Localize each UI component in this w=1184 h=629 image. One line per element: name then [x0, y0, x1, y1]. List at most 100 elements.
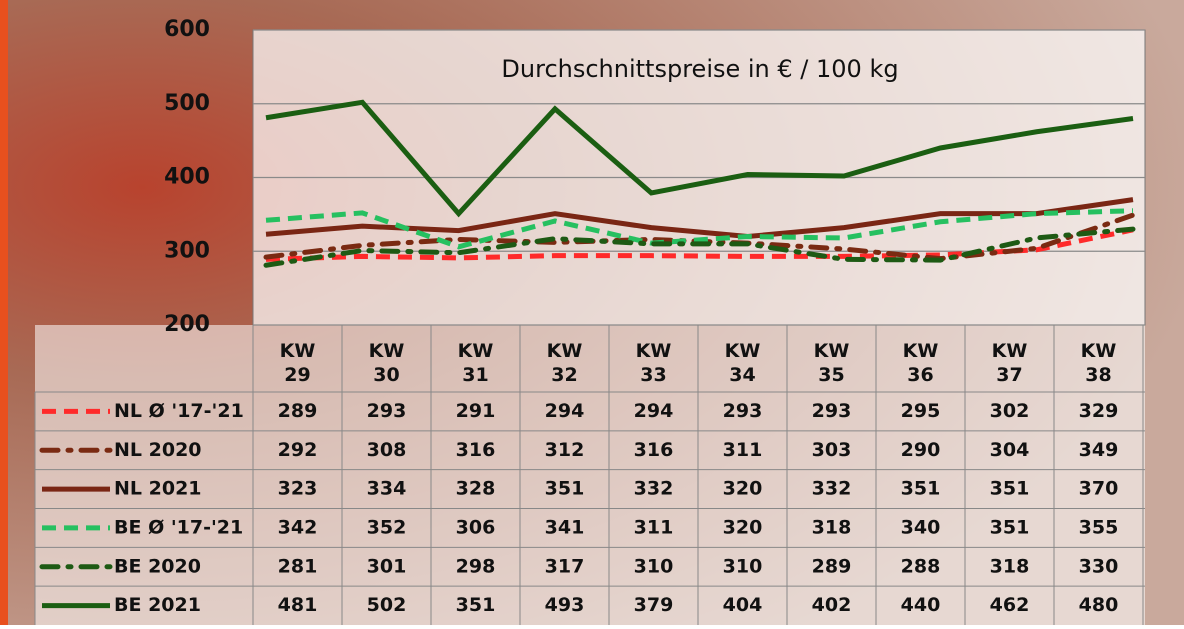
series-line	[265, 227, 1134, 262]
x-tick-label-line: KW	[725, 340, 761, 362]
table-value: 352	[367, 516, 407, 538]
table-value: 302	[990, 400, 1030, 422]
table-value: 351	[901, 478, 941, 500]
x-tick-label-line: 29	[284, 364, 310, 386]
table-value: 341	[545, 516, 585, 538]
table-value: 402	[812, 594, 852, 616]
table-value: 318	[812, 516, 852, 538]
x-tick-label: KW 37	[992, 340, 1028, 386]
series-line	[265, 208, 1134, 250]
table-value: 288	[901, 555, 941, 577]
y-tick-label: 200	[164, 312, 210, 337]
x-tick-label-line: 38	[1085, 364, 1111, 386]
border-strip	[0, 0, 8, 625]
table-value: 440	[901, 594, 941, 616]
table-area	[35, 325, 1145, 625]
table-value: 351	[545, 478, 585, 500]
table-value: 481	[278, 594, 318, 616]
table-value: 311	[723, 439, 763, 461]
table-value: 301	[367, 555, 407, 577]
table-value: 294	[634, 400, 674, 422]
legend-label: BE 2020	[114, 555, 201, 577]
table-value: 404	[723, 594, 763, 616]
x-tick-label: KW 33	[636, 340, 672, 386]
series-line	[263, 226, 1136, 268]
series-line	[265, 197, 1134, 240]
table-value: 310	[634, 555, 674, 577]
table-value: 312	[545, 439, 585, 461]
x-tick-label: KW 30	[369, 340, 405, 386]
table-value: 293	[367, 400, 407, 422]
x-tick-label-line: KW	[369, 340, 405, 362]
x-tick-label-line: 37	[996, 364, 1022, 386]
x-tick-label-line: 32	[551, 364, 577, 386]
x-tick-label: KW 35	[814, 340, 850, 386]
table-value: 291	[456, 400, 496, 422]
table-value: 370	[1079, 478, 1119, 500]
table-value: 306	[456, 516, 496, 538]
legend-label: NL 2020	[114, 439, 202, 461]
table-value: 332	[812, 478, 852, 500]
x-tick-label-line: KW	[547, 340, 583, 362]
legend-label: BE 2021	[114, 594, 201, 616]
chart-title: Durchschnittspreise in € / 100 kg	[501, 55, 898, 83]
table-value: 281	[278, 555, 318, 577]
table-value: 480	[1079, 594, 1119, 616]
table-value: 290	[901, 439, 941, 461]
table-value: 340	[901, 516, 941, 538]
legend-label: NL Ø '17-'21	[114, 400, 244, 422]
x-tick-label: KW 31	[458, 340, 494, 386]
x-tick-label-line: KW	[992, 340, 1028, 362]
x-tick-label-line: KW	[636, 340, 672, 362]
table-value: 328	[456, 478, 496, 500]
x-tick-label-line: 36	[907, 364, 933, 386]
table-value: 502	[367, 594, 407, 616]
table-value: 318	[990, 555, 1030, 577]
table-value: 292	[278, 439, 318, 461]
table-value: 332	[634, 478, 674, 500]
table-value: 323	[278, 478, 318, 500]
table-value: 303	[812, 439, 852, 461]
table-value: 304	[990, 439, 1030, 461]
table-value: 316	[456, 439, 496, 461]
x-tick-label-line: KW	[280, 340, 316, 362]
x-tick-label: KW 36	[903, 340, 939, 386]
table-value: 320	[723, 516, 763, 538]
table-value: 298	[456, 555, 496, 577]
x-tick-label-line: 30	[373, 364, 399, 386]
table-value: 342	[278, 516, 318, 538]
x-tick-label-line: KW	[458, 340, 494, 362]
table-value: 293	[723, 400, 763, 422]
table-value: 311	[634, 516, 674, 538]
x-tick-label: KW 38	[1081, 340, 1117, 386]
table-value: 349	[1079, 439, 1119, 461]
x-tick-label-line: 35	[818, 364, 844, 386]
x-tick-label: KW 32	[547, 340, 583, 386]
table-value: 289	[278, 400, 318, 422]
table-value: 351	[990, 516, 1030, 538]
table-value: 317	[545, 555, 585, 577]
table-value: 320	[723, 478, 763, 500]
table-value: 293	[812, 400, 852, 422]
series-line	[265, 99, 1134, 218]
table-value: 379	[634, 594, 674, 616]
table-value: 351	[456, 594, 496, 616]
table-value: 295	[901, 400, 941, 422]
legend-label: BE Ø '17-'21	[114, 516, 243, 538]
legend-label: NL 2021	[114, 478, 202, 500]
y-tick-label: 500	[164, 91, 210, 116]
table-value: 329	[1079, 400, 1119, 422]
table-value: 493	[545, 594, 585, 616]
x-tick-label-line: 34	[729, 364, 755, 386]
table-value: 330	[1079, 555, 1119, 577]
x-tick-label-line: KW	[903, 340, 939, 362]
x-tick-label-line: KW	[1081, 340, 1117, 362]
table-value: 462	[990, 594, 1030, 616]
y-tick-label: 400	[164, 165, 210, 190]
table-value: 355	[1079, 516, 1119, 538]
x-tick-label: KW 34	[725, 340, 761, 386]
table-value: 289	[812, 555, 852, 577]
table-value: 316	[634, 439, 674, 461]
x-tick-label-line: 33	[640, 364, 666, 386]
